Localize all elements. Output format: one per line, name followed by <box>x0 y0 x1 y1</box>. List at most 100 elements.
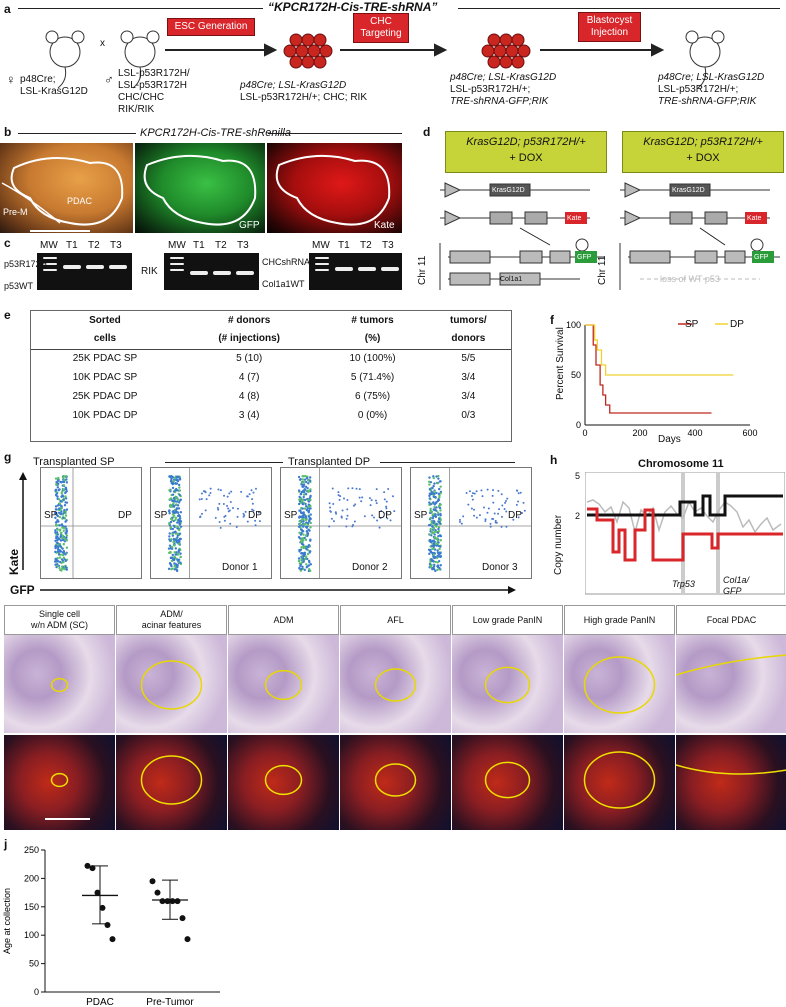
data-point <box>154 889 161 896</box>
table-row: 10K PDAC DP 3 (4) 0 (0%) 0/3 <box>31 406 511 425</box>
panel-label-a: a <box>4 2 11 16</box>
data-point <box>94 889 101 896</box>
divider <box>165 462 283 463</box>
trp53-label: Trp53 <box>672 579 695 589</box>
male-genotype-2: LSL-p53R172H <box>118 80 187 91</box>
chc-targeting-box: CHC Targeting <box>353 13 409 43</box>
header-pct: (%) <box>364 333 381 345</box>
histology-header: ADM <box>228 605 339 635</box>
age-scatter-chart: 0 50 100 150 200 250 Age at collection PDAC Pre-… <box>2 845 220 1007</box>
cell: 5/5 <box>461 353 476 365</box>
brightfield-image <box>0 143 133 233</box>
cn-ytick-5: 5 <box>575 471 581 481</box>
survival-chart: 0 50 100 0 200 400 600 <box>566 320 758 438</box>
panel-label-f: f <box>550 313 554 327</box>
donor-label: Donor 2 <box>352 562 388 573</box>
histology-header: High grade PanIN <box>564 605 675 635</box>
divider <box>380 462 515 463</box>
quadrant-dp-label: DP <box>378 510 392 521</box>
label-pre-m: Pre-M <box>3 207 28 217</box>
geno1-line2: LSL-p53R172H/+; CHC; RIK <box>240 92 368 103</box>
y-tick-label: 200 <box>24 873 39 883</box>
legend-dp: DP <box>730 319 744 330</box>
right-genotype: KrasG12D; p53R172H/+ <box>643 136 763 148</box>
x-tick-label: 600 <box>742 428 757 438</box>
gel-2 <box>164 253 259 290</box>
survival-ylabel: Percent Survival <box>555 327 566 400</box>
gel3-label-chc: CHCshRNA <box>262 257 311 267</box>
divider <box>458 8 780 9</box>
histology-header: Focal PDAC <box>676 605 786 635</box>
esc-generation-box: ESC Generation <box>167 18 255 36</box>
x-tick-label: 200 <box>632 428 647 438</box>
cell: 4 (8) <box>238 391 260 402</box>
he-stain-image <box>228 635 339 733</box>
y-tick-label: 100 <box>566 320 581 330</box>
header-ratio: tumors/ <box>449 314 487 326</box>
cell: 10K PDAC DP <box>72 410 138 421</box>
he-stain-image <box>676 635 786 733</box>
data-point <box>179 915 186 922</box>
gel-1 <box>37 253 132 290</box>
header-cells: cells <box>93 333 117 345</box>
data-point <box>174 898 181 905</box>
gel3-label-col1a1: Col1a1WT <box>262 279 305 289</box>
panel-label-d: d <box>423 125 431 139</box>
chr11-label-left: Chr 11 <box>417 255 428 285</box>
gel1-label-mut: p53R172H <box>4 259 48 269</box>
facs-axis-arrows <box>19 472 516 594</box>
facs-plot-4 <box>410 467 532 579</box>
gel3-lane-t1: T1 <box>338 240 350 251</box>
table-header-row-1: Sorted # donors # tumors tumors/ <box>31 311 511 329</box>
cell: 0/3 <box>461 410 476 421</box>
table-row: 10K PDAC SP 4 (7) 5 (71.4%) 3/4 <box>31 368 511 387</box>
y-tick-label: 250 <box>24 845 39 855</box>
gfp-label-left: GFP <box>577 254 592 261</box>
data-point <box>109 936 116 943</box>
scale-bar <box>45 818 90 820</box>
category-label: PDAC <box>86 997 114 1007</box>
data-point <box>104 921 111 928</box>
geno3-line3: TRE-shRNA-GFP;RIK <box>658 96 757 107</box>
cell: 5 (71.4%) <box>350 372 395 383</box>
transplanted-sp-title: Transplanted SP <box>33 456 115 468</box>
construct-diagram <box>439 182 780 290</box>
fluorescence-image <box>676 735 786 830</box>
facs-xlabel: GFP <box>10 583 35 597</box>
fluorescence-image <box>4 735 115 830</box>
cross-symbol: x <box>100 38 105 49</box>
male-symbol: ♂ <box>104 72 114 87</box>
female-genotype-2: LSL-KrasG12D <box>20 86 88 97</box>
geno2-line1: p48Cre; LSL-KrasG12D <box>450 72 557 83</box>
male-genotype-1: LSL-p53R172H/ <box>118 68 190 79</box>
kate-label-right: Kate <box>747 215 762 222</box>
geno3-line2: LSL-p53R172H/+; <box>658 84 739 95</box>
data-point <box>84 862 91 869</box>
header-box-left: KrasG12D; p53R172H/+ + DOX <box>445 131 607 173</box>
cell: 25K PDAC DP <box>72 391 138 402</box>
table-header-row-2: cells (# injections) (%) donors <box>31 329 511 349</box>
quadrant-dp-label: DP <box>248 510 262 521</box>
gfp-label-right: GFP <box>754 254 769 261</box>
geno3-line1: p48Cre; LSL-KrasG12D <box>658 72 765 83</box>
y-tick-label: 50 <box>29 959 39 969</box>
kate-image <box>267 143 402 233</box>
cell: 4 (7) <box>238 372 260 383</box>
gel1-lane-t1: T1 <box>66 240 78 251</box>
transplanted-dp-title: Transplanted DP <box>288 456 371 468</box>
fluorescence-image <box>228 735 339 830</box>
category-label: Pre-Tumor <box>146 997 194 1007</box>
gel2-label: RIK <box>141 266 158 277</box>
cell: 0 (0%) <box>357 410 388 421</box>
y-tick-label: 0 <box>576 420 581 430</box>
esc-cluster-2 <box>481 33 531 69</box>
female-symbol: ♀ <box>6 72 16 87</box>
divider <box>18 8 263 9</box>
cell: 10 (100%) <box>349 353 396 365</box>
divider <box>268 133 402 134</box>
kras-label-right: KrasG12D <box>672 187 705 194</box>
quadrant-sp-label: SP <box>414 510 428 521</box>
fluorescence-image <box>340 735 451 830</box>
chromosome-title: Chromosome 11 <box>638 458 724 470</box>
geno2-line2: LSL-p53R172H/+; <box>450 84 531 95</box>
